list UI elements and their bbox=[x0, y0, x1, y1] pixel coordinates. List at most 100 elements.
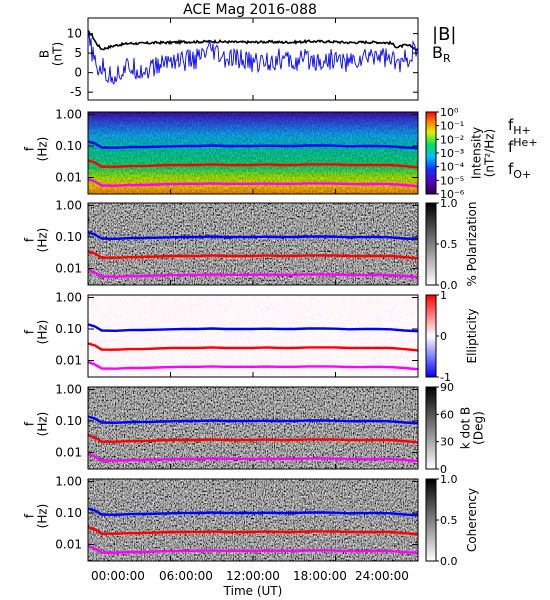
colorbar-tick-label-5: 10⁻⁵ bbox=[440, 174, 464, 187]
gyro-legend-entry-1: fHe+ bbox=[508, 136, 538, 156]
ytick-label-0: 1.00 bbox=[55, 198, 82, 212]
panel-ellipticity: 1.00 0.10 0.01 f(Hz) 1 0 -1 Ellipticity bbox=[22, 289, 479, 384]
ylabel-line-1: (Hz) bbox=[36, 504, 50, 529]
gyro-legend-main-1: f bbox=[508, 138, 514, 156]
colorbar bbox=[425, 294, 437, 378]
colorbar-label-line-1: (nT²/Hz) bbox=[483, 129, 497, 177]
spectrogram-background bbox=[88, 387, 418, 469]
colorbar-label-line-0: Coherency bbox=[465, 488, 479, 552]
gyro-line-f-oplus bbox=[87, 360, 419, 371]
ytick-label-1: 0.10 bbox=[55, 414, 82, 428]
colorbar-tick-label-1: 0 bbox=[440, 330, 447, 343]
ytick-label-2: 0.01 bbox=[55, 538, 82, 552]
gyro-legend-main-0: f bbox=[508, 116, 514, 134]
ylabel-line-1: (Hz) bbox=[36, 137, 50, 162]
x-tick-label-2: 12:00:00 bbox=[226, 569, 280, 583]
colorbar-label: % Polarization bbox=[465, 202, 479, 287]
ylabel: f(Hz) bbox=[22, 412, 49, 437]
ylabel-line-0: f bbox=[22, 421, 36, 426]
colorbar-label: k dot B(Deg) bbox=[458, 407, 485, 449]
colorbar-tick-label-3: 0 bbox=[440, 463, 447, 476]
ytick-label-1: 0.10 bbox=[55, 506, 82, 520]
gyro-line-f-heplus bbox=[87, 434, 419, 444]
ytick-label-2: 0.01 bbox=[55, 446, 82, 460]
colorbar-tick-label-0: 1.0 bbox=[440, 197, 458, 210]
x-tick-label-3: 18:00:00 bbox=[293, 569, 347, 583]
ytick-label-2: 0.01 bbox=[55, 354, 82, 368]
legend-b-r: BR bbox=[432, 43, 451, 65]
colorbar bbox=[425, 202, 437, 286]
colorbar-tick-label-6: 10⁻⁶ bbox=[440, 188, 465, 201]
spectrogram-background bbox=[88, 295, 418, 377]
series-line-b-total bbox=[87, 30, 419, 52]
gyro-line-f-heplus bbox=[87, 526, 419, 536]
gyro-legend-sub-2: O+ bbox=[513, 168, 531, 181]
series-line-b-r bbox=[87, 31, 419, 85]
gyro-legend-entry-2: fO+ bbox=[508, 160, 531, 181]
spectrogram-background bbox=[88, 203, 418, 285]
panel-power-spectrum: 1.00 0.10 0.01 f(Hz) 10⁰10⁻¹10⁻²10⁻³10⁻⁴10⁻⁵… bbox=[22, 106, 496, 201]
ytick-label-0: 1.00 bbox=[55, 382, 82, 396]
ytick-label-0: 1.00 bbox=[55, 107, 82, 121]
colorbar bbox=[425, 386, 437, 470]
colorbar-tick-label-2: 0.0 bbox=[440, 279, 458, 292]
gyro-line-f-hplus bbox=[87, 507, 419, 517]
mag-ylabel-line-1: (nT) bbox=[51, 42, 65, 66]
panel-polarization: 1.00 0.10 0.01 f(Hz) 1.0 0.5 0.0 % Polarization bbox=[22, 197, 479, 292]
ylabel: f(Hz) bbox=[22, 504, 49, 529]
panel-coherency: 1.00 0.10 0.01 f(Hz) 1.0 0.5 0.0 Coherency bbox=[22, 473, 479, 568]
gyro-line-f-heplus bbox=[87, 250, 419, 260]
ytick-label-0: 1.00 bbox=[55, 290, 82, 304]
colorbar-tick-label-4: 10⁻⁴ bbox=[440, 161, 465, 174]
colorbar bbox=[425, 478, 437, 562]
colorbar-tick-label-1: 0.5 bbox=[440, 238, 458, 251]
ytick-label-0: 1.00 bbox=[55, 474, 82, 488]
x-tick-label-0: 00:00:00 bbox=[91, 569, 145, 583]
legend-b-r-main: B bbox=[432, 43, 443, 62]
colorbar bbox=[425, 111, 437, 195]
x-axis: 00:00:00 06:00:00 12:00:00 18:00:00 24:0… bbox=[91, 569, 409, 598]
gyro-line-f-oplus bbox=[87, 544, 419, 555]
colorbar-tick-label-2: -1 bbox=[440, 371, 451, 384]
colorbar-tick-label-0: 10⁰ bbox=[440, 106, 459, 119]
ylabel: f(Hz) bbox=[22, 320, 49, 345]
colorbar-tick-label-0: 1.0 bbox=[440, 473, 458, 486]
ylabel: f(Hz) bbox=[22, 137, 49, 162]
colorbar-tick-label-0: 1 bbox=[440, 289, 447, 302]
mag-ytick-label-2: 0 bbox=[74, 66, 82, 80]
gyro-legend-sub-1: He+ bbox=[513, 136, 537, 149]
mag-ytick-label-0: 10 bbox=[67, 27, 82, 41]
mag-ytick-label-3: -5 bbox=[70, 85, 82, 99]
gyro-legend-sub-0: H+ bbox=[513, 124, 531, 137]
spectrogram-texture bbox=[88, 112, 418, 194]
gyro-line-f-hplus bbox=[87, 415, 419, 425]
legend-b-r-sub: R bbox=[443, 52, 451, 65]
gyro-line-f-oplus bbox=[87, 177, 419, 188]
colorbar-tick-label-2: 10⁻² bbox=[440, 133, 464, 146]
ylabel-line-0: f bbox=[22, 237, 36, 242]
colorbar-label-line-0: Intensity bbox=[469, 127, 483, 179]
x-tick-label-4: 24:00:00 bbox=[355, 569, 409, 583]
gyro-line-f-heplus bbox=[87, 159, 419, 169]
mag-ylabel: B(nT) bbox=[37, 42, 64, 66]
ylabel-line-1: (Hz) bbox=[36, 320, 50, 345]
ytick-label-2: 0.01 bbox=[55, 171, 82, 185]
mag-ylabel-line-0: B bbox=[37, 50, 51, 58]
figure-title: ACE Mag 2016-088 bbox=[183, 2, 317, 18]
spectrogram-background bbox=[88, 479, 418, 561]
ylabel-line-1: (Hz) bbox=[36, 228, 50, 253]
gyro-legend: fH+fHe+fO+ bbox=[508, 116, 538, 181]
gyro-line-f-oplus bbox=[87, 452, 419, 463]
colorbar-label: Ellipticity bbox=[465, 309, 479, 364]
colorbar-label-line-0: k dot B bbox=[458, 407, 472, 449]
mag-ytick-label-1: 5 bbox=[74, 46, 82, 60]
gyro-line-f-heplus bbox=[87, 342, 419, 352]
gyro-line-f-oplus bbox=[87, 268, 419, 279]
ylabel-line-0: f bbox=[22, 513, 36, 518]
ytick-label-1: 0.10 bbox=[55, 230, 82, 244]
panel-k-dot-b: 1.00 0.10 0.01 f(Hz) 90 60 30 0 k dot B(Deg) bbox=[22, 381, 485, 476]
gyro-line-f-hplus bbox=[87, 231, 419, 241]
ylabel-line-0: f bbox=[22, 329, 36, 334]
